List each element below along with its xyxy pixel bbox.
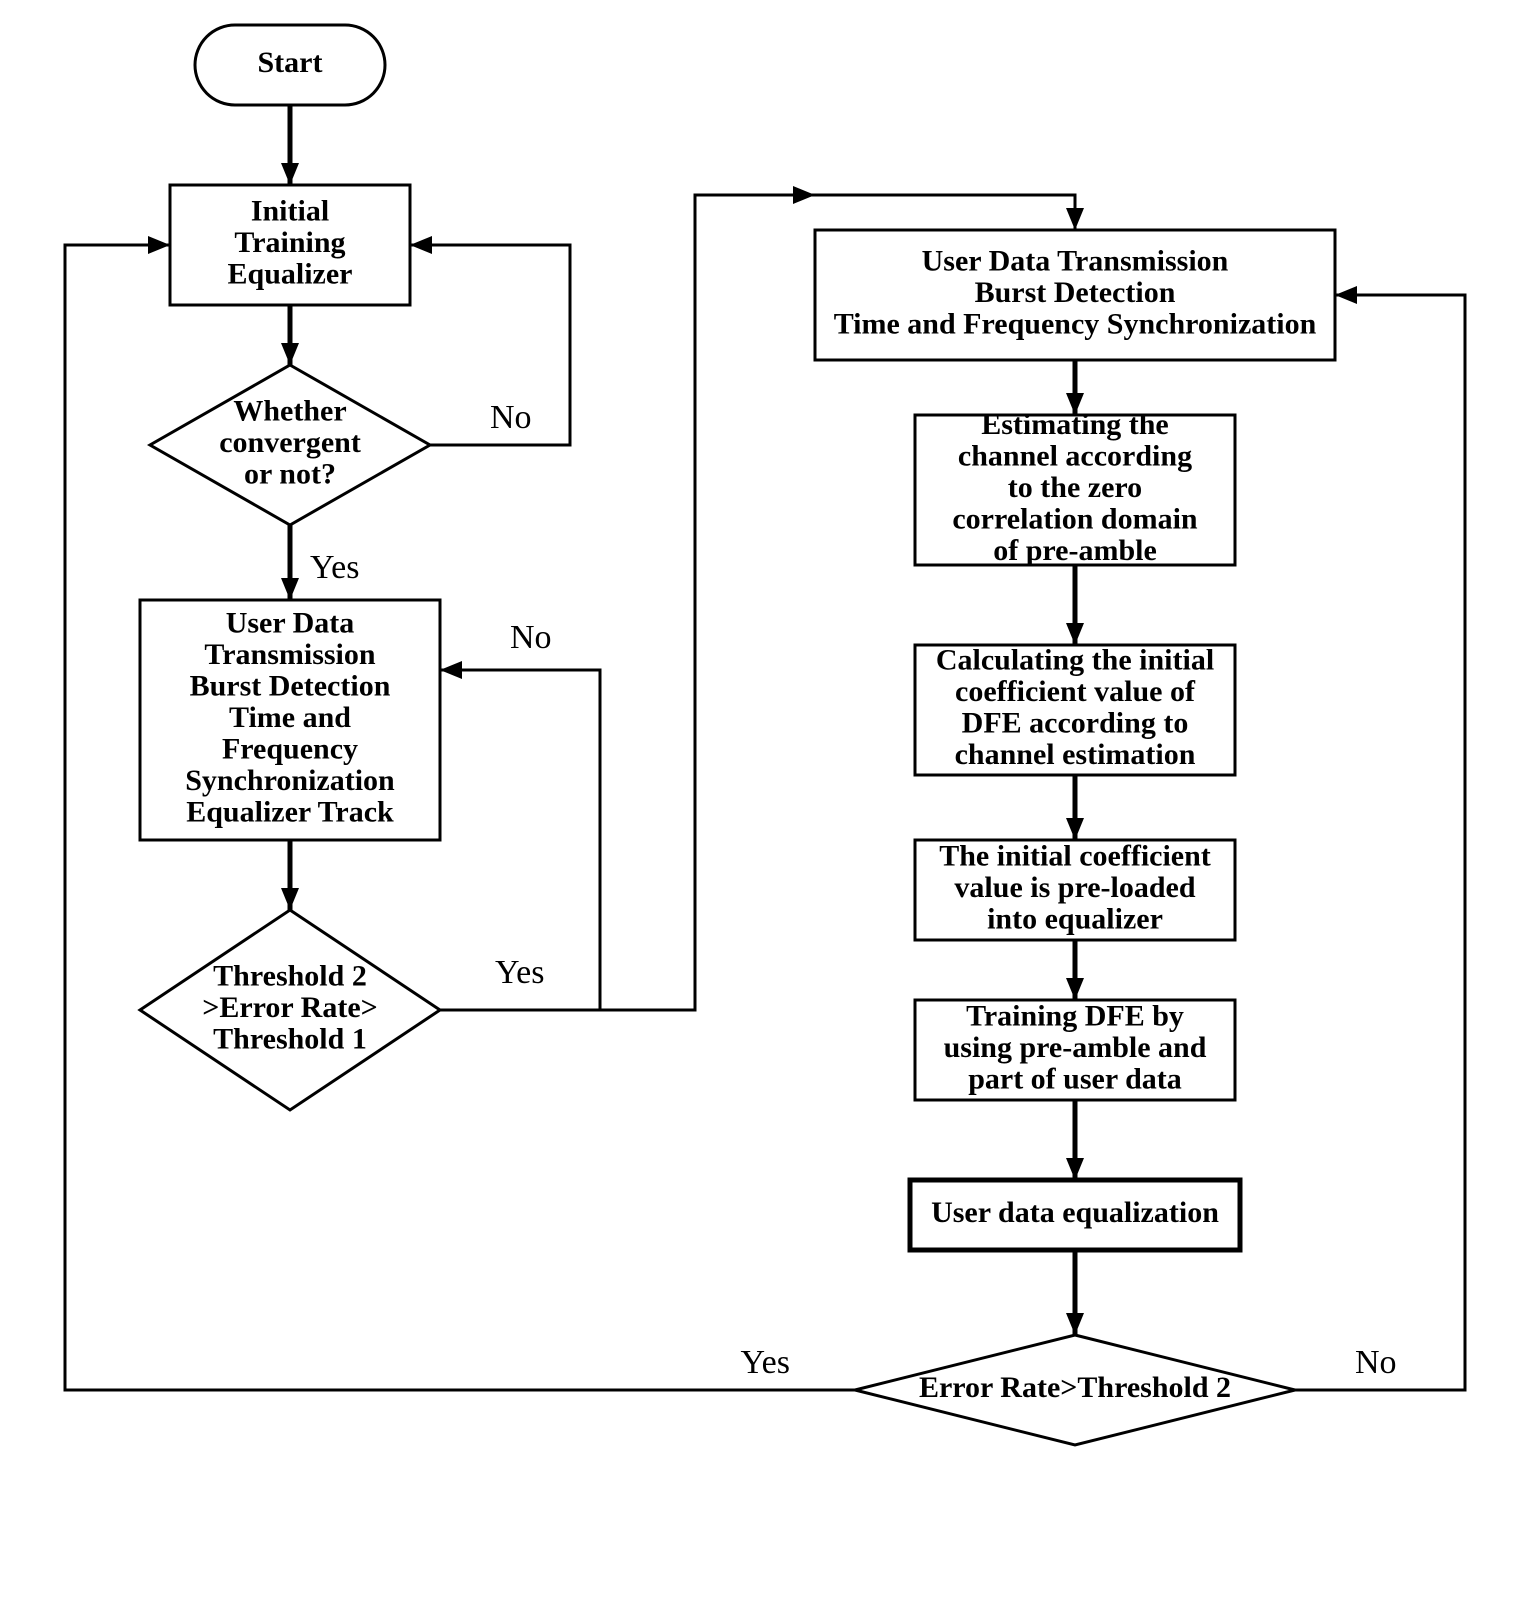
node-preload-line-2: into equalizer <box>987 902 1163 935</box>
node-calcDFE-line-0: Calculating the initial <box>936 644 1214 677</box>
node-trainDFE-line-1: using pre-amble and <box>944 1031 1207 1064</box>
node-errThr2: Error Rate>Threshold 2 <box>855 1335 1295 1445</box>
node-trainDFE: Training DFE byusing pre-amble andpart o… <box>915 999 1235 1100</box>
node-udRight: User Data TransmissionBurst DetectionTim… <box>815 230 1335 360</box>
node-thr12-line-2: Threshold 1 <box>213 1022 367 1055</box>
node-userEq: User data equalization <box>910 1180 1240 1250</box>
edge <box>1295 295 1465 1390</box>
edge-label: Yes <box>495 954 544 991</box>
node-udLeft-line-2: Burst Detection <box>190 669 391 702</box>
node-preload-line-0: The initial coefficient <box>939 839 1211 872</box>
node-udRight-line-2: Time and Frequency Synchronization <box>834 307 1317 340</box>
node-errThr2-line-0: Error Rate>Threshold 2 <box>919 1371 1231 1404</box>
node-udLeft-line-3: Time and <box>229 701 351 734</box>
node-udRight-line-1: Burst Detection <box>975 276 1176 309</box>
edge-label: No <box>510 619 552 656</box>
node-conv: Whetherconvergentor not? <box>150 365 430 525</box>
node-udRight-line-0: User Data Transmission <box>922 244 1229 277</box>
edge-label: No <box>1355 1344 1397 1381</box>
node-calcDFE-line-2: DFE according to <box>962 707 1189 740</box>
node-udLeft-line-6: Equalizer Track <box>186 795 394 828</box>
node-conv-line-1: convergent <box>219 426 361 459</box>
node-thr12-line-0: Threshold 2 <box>213 959 367 992</box>
node-estCh-line-2: to the zero <box>1008 471 1142 504</box>
node-preload: The initial coefficientvalue is pre-load… <box>915 839 1235 940</box>
node-udLeft-line-4: Frequency <box>222 732 358 765</box>
node-conv-line-2: or not? <box>244 457 336 490</box>
node-userEq-line-0: User data equalization <box>931 1196 1219 1229</box>
node-initEq: InitialTrainingEqualizer <box>170 185 410 305</box>
node-estCh-line-3: correlation domain <box>952 502 1198 535</box>
node-estCh-line-1: channel according <box>958 439 1192 472</box>
node-estCh-line-0: Estimating the <box>981 408 1169 441</box>
node-initEq-line-2: Equalizer <box>228 257 353 290</box>
node-thr12: Threshold 2>Error Rate>Threshold 1 <box>140 910 440 1110</box>
edge-label: No <box>490 399 532 436</box>
node-calcDFE-line-3: channel estimation <box>955 738 1196 771</box>
node-initEq-line-0: Initial <box>251 194 329 227</box>
edge-label: Yes <box>741 1344 790 1381</box>
nodes-layer: Start InitialTrainingEqualizer Whetherconv… <box>140 25 1335 1445</box>
node-trainDFE-line-2: part of user data <box>968 1062 1182 1095</box>
node-udLeft-line-0: User Data <box>226 606 355 639</box>
node-calcDFE-line-1: coefficient value of <box>955 675 1196 708</box>
edge-label: Yes <box>310 549 359 586</box>
node-start-line-0: Start <box>258 46 323 79</box>
edge <box>440 195 815 1010</box>
node-thr12-line-1: >Error Rate> <box>202 991 378 1024</box>
node-udLeft: User DataTransmissionBurst DetectionTime… <box>140 600 440 840</box>
node-conv-line-0: Whether <box>233 394 346 427</box>
node-udLeft-line-5: Synchronization <box>185 764 395 797</box>
flowchart-canvas: Start InitialTrainingEqualizer Whetherconv… <box>0 0 1523 1610</box>
node-estCh-line-4: of pre-amble <box>993 534 1157 567</box>
node-estCh: Estimating thechannel accordingto the ze… <box>915 408 1235 567</box>
node-initEq-line-1: Training <box>234 226 345 259</box>
node-trainDFE-line-0: Training DFE by <box>966 999 1184 1032</box>
node-calcDFE: Calculating the initialcoefficient value… <box>915 644 1235 775</box>
node-start: Start <box>195 25 385 105</box>
node-udLeft-line-1: Transmission <box>204 638 375 671</box>
edge <box>815 195 1075 230</box>
node-preload-line-1: value is pre-loaded <box>954 871 1195 904</box>
